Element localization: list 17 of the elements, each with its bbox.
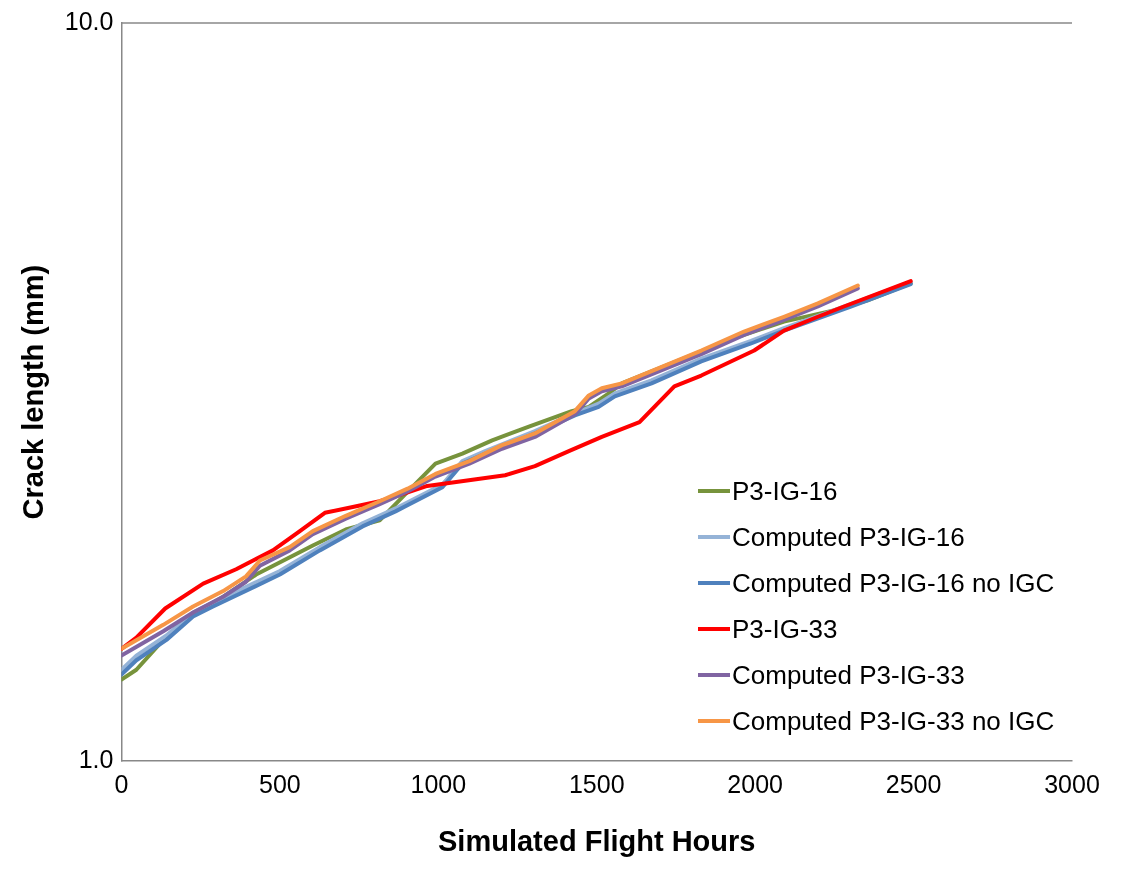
x-tick-label: 1500: [568, 770, 625, 799]
legend-label: Computed P3-IG-16: [732, 521, 965, 553]
x-tick-label: 2500: [885, 770, 942, 799]
x-tick-label: 0: [114, 770, 129, 799]
legend-label: Computed P3-IG-33 no IGC: [732, 705, 1055, 737]
legend-label: P3-IG-33: [732, 613, 838, 645]
x-tick-label: 2000: [727, 770, 783, 799]
x-tick-label: 500: [259, 770, 301, 799]
legend-label: P3-IG-16: [732, 475, 838, 507]
legend-label: Computed P3-IG-33: [732, 659, 965, 691]
x-tick-label: 1000: [410, 770, 467, 799]
x-axis-title: Simulated Flight Hours: [438, 824, 756, 857]
y-tick-label: 1.0: [78, 745, 114, 774]
y-tick-label: 10.0: [64, 6, 114, 35]
x-tick-label: 3000: [1044, 770, 1100, 799]
legend-label: Computed P3-IG-16 no IGC: [732, 567, 1055, 599]
y-axis-title: Crack length (mm): [17, 264, 50, 520]
